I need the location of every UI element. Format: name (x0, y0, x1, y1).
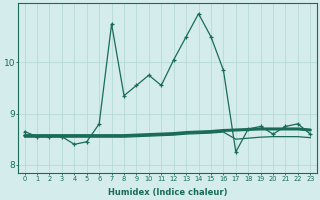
X-axis label: Humidex (Indice chaleur): Humidex (Indice chaleur) (108, 188, 227, 197)
